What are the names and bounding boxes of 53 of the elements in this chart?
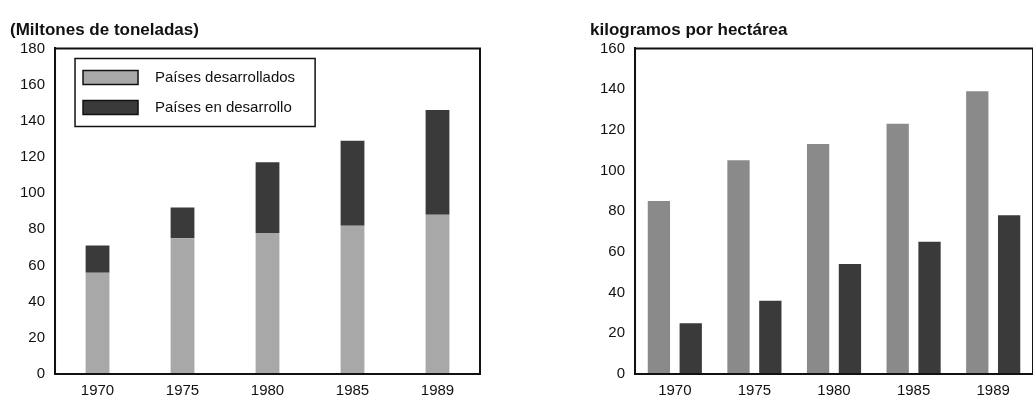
bar [425,109,450,215]
y-tick-label: 100 [20,183,46,201]
bar [255,232,280,374]
bar [170,238,195,374]
y-tick-label: 80 [28,219,46,237]
bar [255,162,280,233]
bar [425,214,450,374]
y-tick-label: 60 [608,242,626,260]
bar [727,160,750,374]
bar [340,140,365,226]
bar [679,323,702,374]
chart-title: (Miltones de toneladas) [10,19,199,39]
bar [340,225,365,374]
bar [918,241,941,374]
x-tick-label: 1985 [335,381,370,399]
x-tick-label: 1980 [817,381,851,399]
bar [85,245,110,273]
y-tick-label: 40 [28,291,46,309]
chart-title: kilogramos por hectárea [590,19,788,39]
bar [838,264,862,374]
y-tick-label: 180 [20,38,46,56]
bar [759,300,782,374]
bar [997,215,1021,374]
y-tick-label: 20 [608,323,626,341]
x-tick-label: 1975 [737,381,772,399]
y-tick-label: 160 [20,74,46,92]
y-tick-label: 40 [608,282,626,300]
y-tick-label: 0 [616,364,626,382]
x-tick-label: 1975 [165,381,200,399]
legend-label: Países en desarrollo [155,97,292,115]
bar [806,144,830,374]
y-tick-label: 20 [28,327,46,345]
x-tick-label: 1989 [976,381,1010,399]
x-tick-label: 1970 [658,381,692,399]
y-tick-label: 140 [600,79,626,97]
y-tick-label: 120 [600,119,626,137]
y-tick-label: 60 [28,255,46,273]
y-tick-label: 120 [20,147,46,165]
bar [886,123,909,374]
x-tick-label: 1985 [896,381,931,399]
y-tick-label: 100 [600,160,626,178]
bar [647,201,671,374]
x-tick-label: 1989 [420,381,455,399]
x-tick-label: 1980 [250,381,285,399]
bar [170,207,195,239]
bar [966,91,989,374]
y-tick-label: 80 [608,201,626,219]
x-tick-label: 1970 [80,381,115,399]
bar [85,272,110,374]
y-tick-label: 140 [20,110,46,128]
y-tick-label: 160 [600,38,626,56]
legend-label: Países desarrollados [155,67,296,85]
y-tick-label: 0 [36,364,46,382]
